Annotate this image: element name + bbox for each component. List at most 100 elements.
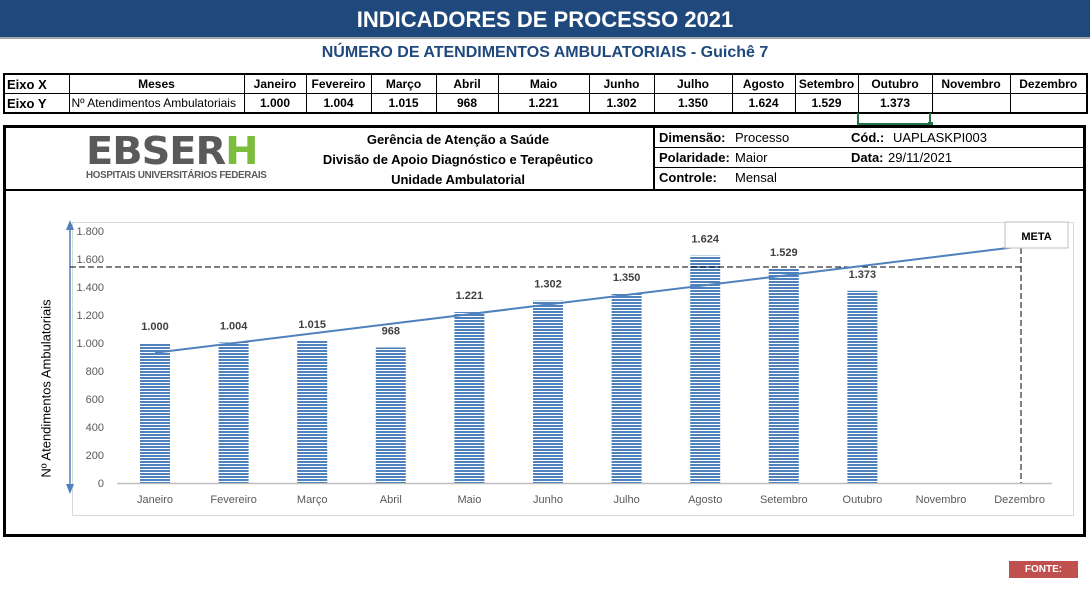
month-cell[interactable]: Março	[370, 73, 437, 94]
data-label: 1.350	[613, 272, 641, 284]
data-label: 1.015	[298, 319, 326, 331]
y-tick-label: 400	[86, 422, 104, 434]
x-tick-label: Junho	[533, 494, 563, 506]
source-badge: FONTE: AGHU	[1009, 561, 1078, 592]
x-tick-label: Outubro	[843, 494, 883, 506]
data-label: 1.004	[220, 320, 248, 332]
axis-x-row: Eixo X Meses Janeiro Fevereiro Março Abr…	[3, 73, 1088, 94]
data-label: 1.000	[141, 321, 169, 333]
dimensao-value: Processo	[735, 130, 790, 145]
meta-label: META	[1021, 231, 1051, 243]
y-tick-label: 800	[86, 366, 104, 378]
selected-cell-outline[interactable]	[857, 113, 931, 125]
ebserh-logo: EBSERH HOSPITAIS UNIVERSITÁRIOS FEDERAIS	[86, 132, 267, 183]
value-cell[interactable]: 1.302	[588, 93, 655, 114]
bar	[140, 343, 170, 483]
data-value: 29/11/2021	[888, 150, 953, 165]
x-tick-label: Fevereiro	[210, 494, 256, 506]
month-cell[interactable]: Janeiro	[243, 73, 307, 94]
bar	[297, 340, 328, 483]
org-line-3: Unidade Ambulatorial	[391, 172, 525, 187]
axis-x-label[interactable]: Eixo X	[3, 73, 70, 94]
panel-header: EBSERH HOSPITAIS UNIVERSITÁRIOS FEDERAIS…	[6, 128, 1085, 191]
value-cell[interactable]: 968	[435, 93, 499, 114]
indicator-panel: EBSERH HOSPITAIS UNIVERSITÁRIOS FEDERAIS…	[3, 125, 1086, 537]
value-cell[interactable]: 1.529	[794, 93, 859, 114]
value-cell[interactable]: 1.624	[731, 93, 796, 114]
value-cell[interactable]: 1.221	[497, 93, 590, 114]
cod-label: Cód.:	[851, 130, 885, 145]
bar	[690, 255, 721, 483]
y-tick-label: 200	[86, 450, 104, 462]
data-label: 1.221	[456, 290, 484, 302]
month-cell[interactable]: Dezembro	[1009, 73, 1088, 94]
value-cell[interactable]: 1.373	[857, 93, 933, 114]
meta-row-polaridade: Polaridade: Maior Data: 29/11/2021	[655, 148, 1085, 168]
bar-chart: 0 200 400 600 800 1.000 1.200 1.400 1.600 1.800 1.…	[66, 220, 1069, 506]
y-tick-label: 1.000	[76, 338, 104, 350]
controle-value: Mensal	[735, 170, 777, 185]
y-tick-label: 1.800	[76, 226, 104, 238]
value-cell[interactable]	[931, 93, 1011, 114]
data-label: 1.373	[849, 269, 877, 281]
bar	[454, 312, 485, 483]
chart-area[interactable]	[72, 222, 1074, 516]
x-tick-label: Dezembro	[994, 494, 1045, 506]
indicator-metadata: Dimensão: Processo Cód.: UAPLASKPI003 Po…	[653, 128, 1085, 189]
logo-wordmark: EBSERH	[86, 132, 265, 170]
x-tick-label: Janeiro	[137, 494, 173, 506]
value-cell[interactable]: 1.350	[653, 93, 733, 114]
page-title: INDICADORES DE PROCESSO 2021	[0, 0, 1090, 39]
fill-handle[interactable]	[928, 122, 933, 127]
month-cell[interactable]: Outubro	[857, 73, 933, 94]
axis-y-desc[interactable]: Nº Atendimentos Ambulatoriais	[68, 93, 245, 114]
arrow-down-icon	[66, 484, 74, 494]
polaridade-value: Maior	[735, 150, 768, 165]
value-cell[interactable]: 1.004	[305, 93, 372, 114]
month-cell[interactable]: Junho	[588, 73, 655, 94]
axes-table: Eixo X Meses Janeiro Fevereiro Março Abr…	[3, 73, 1088, 114]
bar	[768, 268, 799, 483]
data-label: 968	[382, 325, 400, 337]
x-tick-label: Agosto	[688, 494, 722, 506]
logo-subtitle: HOSPITAIS UNIVERSITÁRIOS FEDERAIS	[86, 169, 267, 181]
org-line-1: Gerência de Atenção a Saúde	[366, 132, 550, 147]
data-label: 1.302	[534, 279, 562, 291]
month-cell[interactable]: Fevereiro	[305, 73, 372, 94]
month-cell[interactable]: Setembro	[794, 73, 859, 94]
logo-main-text: EBSER	[86, 129, 226, 173]
axis-y-row: Eixo Y Nº Atendimentos Ambulatoriais 1.0…	[3, 93, 1088, 114]
polaridade-label: Polaridade:	[659, 150, 730, 165]
x-tick-label: Novembro	[916, 494, 967, 506]
meta-row-dimensao: Dimensão: Processo Cód.: UAPLASKPI003	[655, 128, 1085, 148]
bar	[218, 342, 249, 483]
org-block: Gerência de Atenção a Saúde Divisão de A…	[268, 130, 648, 190]
bar	[533, 300, 563, 483]
data-label: 1.624	[691, 234, 719, 246]
meta-row-controle: Controle: Mensal	[655, 168, 1085, 187]
y-tick-label: 600	[86, 394, 104, 406]
x-tick-label: Setembro	[760, 494, 808, 506]
dimensao-label: Dimensão:	[659, 130, 726, 145]
data-label: Data:	[851, 150, 884, 165]
chart-subtitle: NÚMERO DE ATENDIMENTOS AMBULATORIAIS - G…	[321, 44, 769, 61]
y-tick-label: 1.400	[76, 282, 104, 294]
y-tick-label: 0	[98, 478, 104, 490]
x-tick-label: Abril	[380, 494, 402, 506]
value-cell[interactable]	[1009, 93, 1088, 114]
y-tick-label: 1.200	[76, 310, 104, 322]
axis-y-label[interactable]: Eixo Y	[3, 93, 70, 114]
month-cell[interactable]: Agosto	[731, 73, 796, 94]
month-cell[interactable]: Abril	[435, 73, 499, 94]
axis-x-desc[interactable]: Meses	[68, 73, 245, 94]
x-tick-label: Março	[297, 494, 328, 506]
value-cell[interactable]: 1.000	[243, 93, 307, 114]
month-cell[interactable]: Maio	[497, 73, 590, 94]
month-cell[interactable]: Novembro	[931, 73, 1011, 94]
logo-accent-letter: H	[225, 129, 258, 173]
value-cell[interactable]: 1.015	[370, 93, 437, 114]
arrow-up-icon	[66, 220, 74, 230]
meta-label-box	[1004, 221, 1069, 249]
month-cell[interactable]: Julho	[653, 73, 733, 94]
bar	[847, 290, 878, 483]
